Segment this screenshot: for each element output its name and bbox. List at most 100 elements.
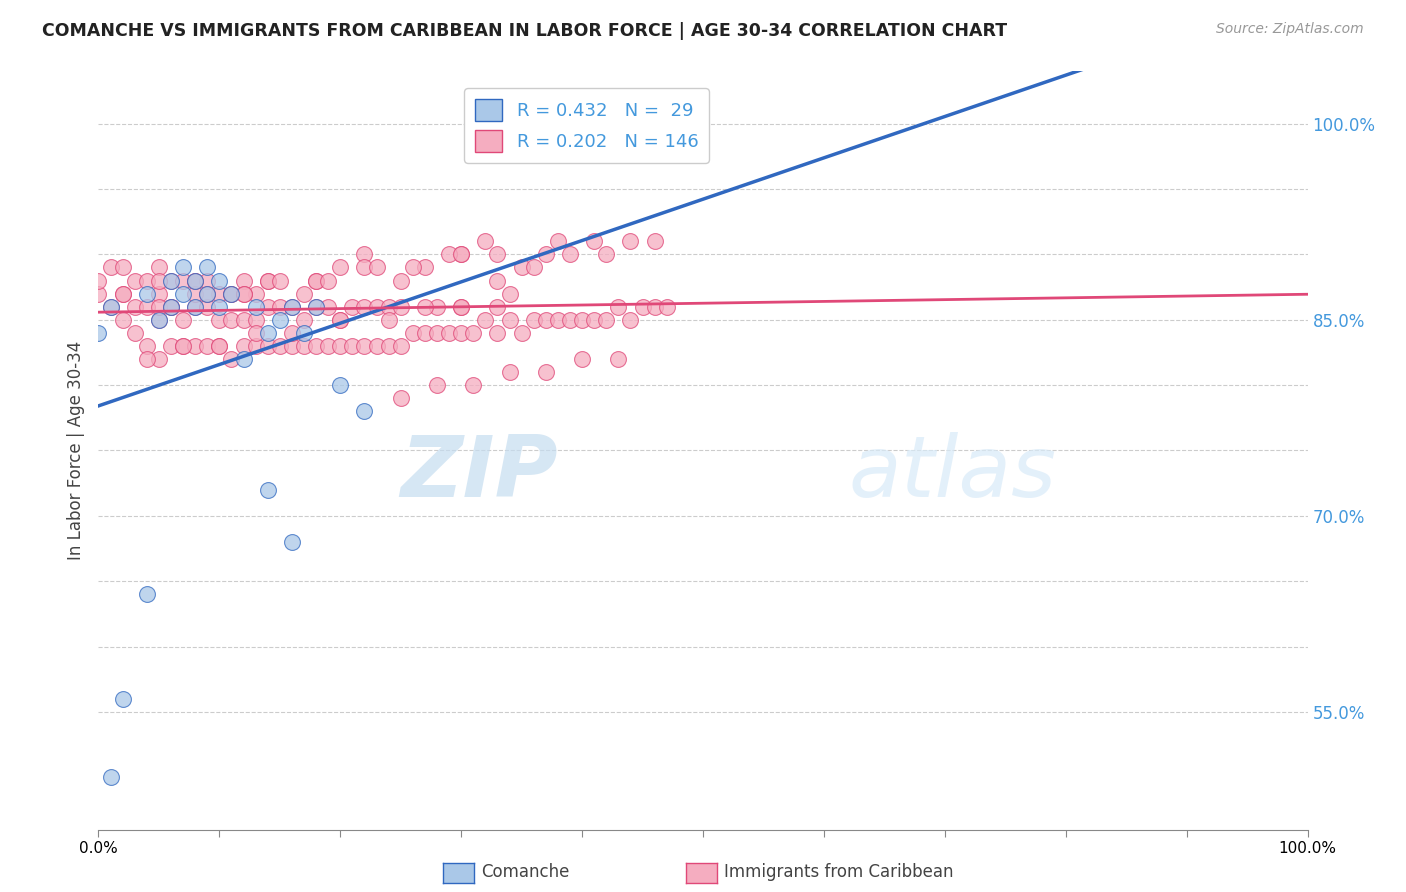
Point <box>474 235 496 249</box>
Point <box>329 260 352 275</box>
Point <box>353 247 375 261</box>
Point <box>450 326 472 340</box>
Point <box>474 312 496 326</box>
Point <box>135 339 157 353</box>
Point <box>221 312 243 326</box>
Point <box>413 300 436 314</box>
Point <box>195 273 218 287</box>
Point <box>208 339 231 353</box>
Point <box>172 339 194 353</box>
Point <box>426 378 449 392</box>
Point <box>402 326 425 340</box>
Point <box>316 339 339 353</box>
Point <box>256 300 278 314</box>
Point <box>305 273 328 287</box>
Point <box>377 312 399 326</box>
Point <box>281 326 304 340</box>
Point <box>124 326 146 340</box>
Text: atlas: atlas <box>848 432 1056 515</box>
Point <box>607 300 630 314</box>
Point <box>195 339 218 353</box>
Point <box>111 286 134 301</box>
Point <box>111 260 134 275</box>
Point <box>631 300 654 314</box>
Point <box>100 770 122 784</box>
Point <box>256 273 278 287</box>
Point <box>100 300 122 314</box>
Point <box>195 300 218 314</box>
Point <box>558 312 581 326</box>
Point <box>135 300 157 314</box>
Point <box>160 300 183 314</box>
Y-axis label: In Labor Force | Age 30-34: In Labor Force | Age 30-34 <box>66 341 84 560</box>
Point <box>184 339 207 353</box>
Point <box>221 286 243 301</box>
Point <box>87 286 110 301</box>
Point <box>353 339 375 353</box>
Point <box>184 300 207 314</box>
Point <box>510 260 533 275</box>
Point <box>329 312 352 326</box>
Point <box>245 326 267 340</box>
Point <box>534 312 557 326</box>
Point <box>486 326 509 340</box>
Point <box>184 300 207 314</box>
Point <box>245 339 267 353</box>
Point <box>232 286 254 301</box>
Point <box>463 326 485 340</box>
Point <box>329 312 352 326</box>
Point <box>534 365 557 379</box>
Point <box>100 260 122 275</box>
Point <box>281 339 304 353</box>
Point <box>292 312 315 326</box>
Point <box>232 339 254 353</box>
Point <box>292 339 315 353</box>
Point <box>389 339 412 353</box>
Point <box>486 300 509 314</box>
Point <box>195 286 218 301</box>
Point <box>148 312 170 326</box>
Text: Source: ZipAtlas.com: Source: ZipAtlas.com <box>1216 22 1364 37</box>
Point <box>135 286 157 301</box>
Point <box>316 273 339 287</box>
Point <box>245 312 267 326</box>
Point <box>292 326 315 340</box>
Point <box>256 273 278 287</box>
Point <box>342 339 364 353</box>
Point <box>655 300 678 314</box>
Point <box>100 300 122 314</box>
Point <box>135 587 157 601</box>
Point <box>148 286 170 301</box>
Point <box>184 286 207 301</box>
Point <box>305 300 328 314</box>
Point <box>269 312 291 326</box>
Point <box>353 260 375 275</box>
Point <box>353 300 375 314</box>
Point <box>160 300 183 314</box>
Point <box>450 300 472 314</box>
Text: Immigrants from Caribbean: Immigrants from Caribbean <box>724 863 953 881</box>
Point <box>148 273 170 287</box>
Point <box>111 691 134 706</box>
Point <box>402 260 425 275</box>
Point <box>208 300 231 314</box>
Point <box>269 300 291 314</box>
Point <box>558 247 581 261</box>
Point <box>135 351 157 366</box>
Point <box>366 300 388 314</box>
Point <box>486 273 509 287</box>
Point <box>232 286 254 301</box>
Point <box>316 300 339 314</box>
Point <box>305 300 328 314</box>
Point <box>644 300 666 314</box>
Point <box>498 312 520 326</box>
Point <box>377 339 399 353</box>
Point <box>221 351 243 366</box>
Point <box>208 273 231 287</box>
Point <box>160 273 183 287</box>
Point <box>329 378 352 392</box>
Point <box>208 339 231 353</box>
Point <box>523 260 546 275</box>
Point <box>269 339 291 353</box>
Point <box>305 273 328 287</box>
